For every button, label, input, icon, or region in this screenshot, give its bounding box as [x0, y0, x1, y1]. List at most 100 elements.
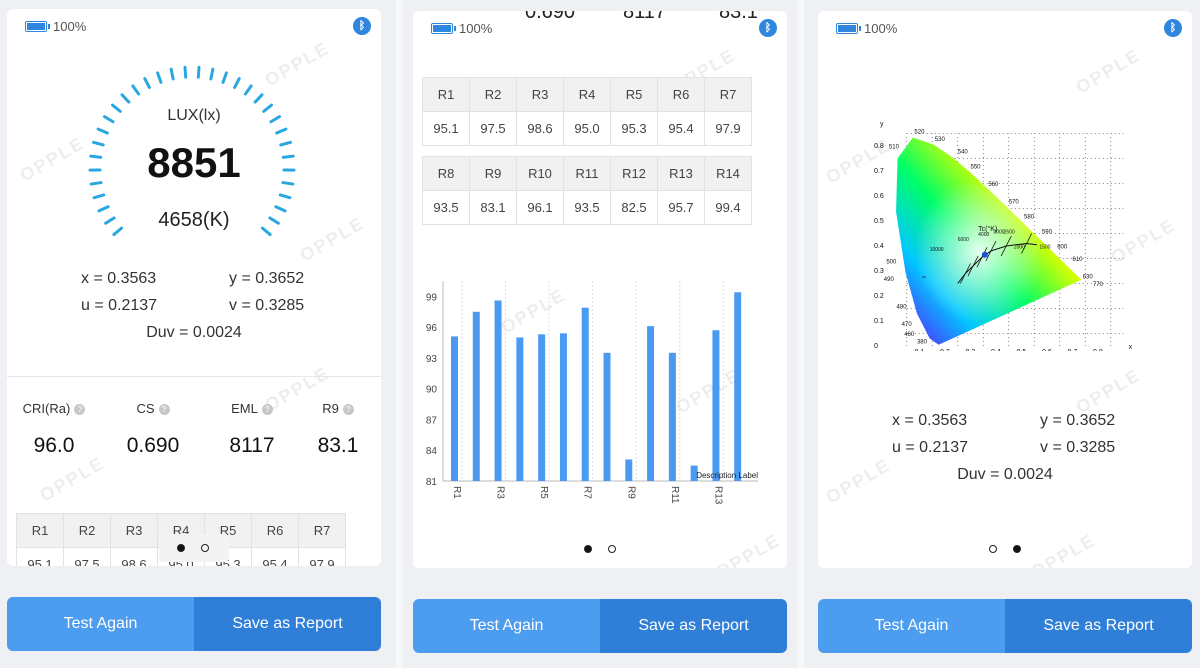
- save-report-button[interactable]: Save as Report: [1005, 599, 1192, 653]
- isotherm-line: [985, 240, 997, 262]
- panel-r-values: 0.690 8117 83.1 100% ᛒ OPPLE OPPLE OPPLE…: [402, 0, 798, 668]
- r9-partial: 83.1: [719, 11, 758, 23]
- table-value-cell: 98.6: [516, 111, 564, 146]
- metric-label: CS: [136, 401, 155, 416]
- y-tick-label: 0.7: [874, 168, 884, 175]
- gauge-tick: [221, 71, 228, 84]
- pager-background: [159, 534, 229, 562]
- test-again-button[interactable]: Test Again: [7, 597, 194, 651]
- gauge-tick: [110, 103, 122, 113]
- table-value-cell: 97.9: [704, 111, 752, 146]
- table-header-cell: R6: [657, 77, 705, 112]
- status-bar: 100%: [25, 19, 86, 34]
- gauge-tick: [102, 115, 115, 124]
- x-tick-label: 0.4: [991, 349, 1001, 351]
- table-value-cell: 95.1: [16, 547, 64, 566]
- page-dot-active[interactable]: [1013, 545, 1021, 553]
- test-again-button[interactable]: Test Again: [818, 599, 1005, 653]
- page-dot-active[interactable]: [177, 544, 185, 552]
- y-tick-label: 99: [426, 292, 438, 303]
- bar: [494, 300, 502, 481]
- table-value-cell: 93.5: [422, 190, 470, 225]
- white-region: [896, 137, 1082, 345]
- gauge-tick: [275, 127, 288, 135]
- bar: [603, 352, 611, 481]
- page-dot-active[interactable]: [584, 545, 592, 553]
- panel-cie: 100% ᛒ OPPLE OPPLE OPPLE OPPLE OPPLE OPP…: [804, 0, 1200, 668]
- page-indicator: [584, 545, 616, 553]
- metric-cri: CRI(Ra)? 96.0: [14, 401, 94, 458]
- table-value-cell: 82.5: [610, 190, 658, 225]
- bar: [647, 326, 655, 481]
- gauge-tick: [278, 193, 292, 200]
- r-values-table-1: R1 R2 R3 R4 R5 R6 R7 95.1 97.5 98.6 95.0 95.3 95.4 97…: [422, 77, 752, 146]
- y-value: y = 0.3652: [229, 270, 305, 287]
- table-value-cell: 95.7: [657, 190, 705, 225]
- wavelength-label: 550: [971, 165, 982, 171]
- isotherm-line: [1000, 235, 1012, 257]
- temperature-label: 4000: [978, 232, 989, 238]
- gauge-tick: [209, 67, 215, 81]
- isotherm-line: [959, 263, 971, 284]
- table-header-row: R8 R9 R10 R11 R12 R13 R14: [422, 156, 752, 191]
- help-icon[interactable]: ?: [158, 404, 170, 416]
- wavelength-label: 590: [1042, 230, 1053, 236]
- r-values-table-2: R8 R9 R10 R11 R12 R13 R14 93.5 83.1 96.1 93.5 82.5 9…: [422, 156, 752, 225]
- metric-value: 96.0: [33, 434, 75, 457]
- r-values-table: R1R2R3R4R5R6R795.197.598.695.095.395.497…: [16, 513, 346, 566]
- bluetooth-icon[interactable]: ᛒ: [353, 17, 371, 35]
- duv-value: Duv = 0.0024: [957, 466, 1053, 483]
- page-dot[interactable]: [201, 544, 209, 552]
- battery-level: 100%: [459, 21, 493, 36]
- table-header-cell: R9: [469, 156, 517, 191]
- v-value: v = 0.3285: [1040, 439, 1116, 456]
- v-value: v = 0.3285: [229, 297, 305, 314]
- battery-level: 100%: [864, 21, 898, 36]
- y-tick-label: 0.6: [874, 193, 884, 200]
- table-header-cell: R1: [16, 513, 64, 548]
- bluetooth-icon[interactable]: ᛒ: [1164, 19, 1182, 37]
- x-tick-label: 0.8: [1093, 349, 1103, 351]
- y-tick-label: 0.2: [874, 293, 884, 300]
- x-value: x = 0.3563: [892, 412, 968, 429]
- page-dot[interactable]: [608, 545, 616, 553]
- gauge-tick: [97, 205, 110, 213]
- table-value-cell: 93.5: [563, 190, 611, 225]
- page-dot[interactable]: [989, 545, 997, 553]
- table-value-cell: 83.1: [469, 190, 517, 225]
- table-header-cell: R8: [422, 156, 470, 191]
- temperature-label: 2000: [1014, 245, 1025, 251]
- test-again-button[interactable]: Test Again: [413, 599, 600, 653]
- battery-icon: [25, 21, 50, 32]
- metric-value: 0.690: [126, 434, 180, 457]
- table-header-cell: R3: [110, 513, 158, 548]
- u-value: u = 0.2137: [81, 297, 158, 314]
- lux-value: 8851: [147, 139, 241, 186]
- result-card: 100% ᛒ OPPLE OPPLE OPPLE OPPLE OPPLE OPP…: [818, 11, 1192, 568]
- wavelength-label: 470: [902, 322, 913, 328]
- wavelength-label: 580: [1024, 215, 1035, 221]
- gauge-tick: [262, 103, 274, 113]
- isotherm-line: [967, 255, 979, 277]
- wavelength-label: 560: [988, 182, 999, 188]
- gauge-tick: [233, 77, 241, 89]
- action-bar: Test Again Save as Report: [413, 599, 787, 653]
- duv-value: Duv = 0.0024: [146, 324, 242, 341]
- metric-value: 8117: [229, 434, 275, 457]
- wavelength-label: 500: [886, 260, 897, 266]
- status-bar: 100%: [431, 21, 501, 36]
- tc-label: Tc(°K): [978, 225, 997, 233]
- save-report-button[interactable]: Save as Report: [600, 599, 787, 653]
- bluetooth-icon[interactable]: ᛒ: [759, 19, 777, 37]
- help-icon[interactable]: ?: [261, 404, 273, 416]
- temperature-label: 10000: [930, 247, 944, 253]
- table-value-cell: 99.4: [704, 190, 752, 225]
- y-tick-label: 87: [426, 415, 438, 426]
- help-icon[interactable]: ?: [74, 404, 86, 416]
- save-report-button[interactable]: Save as Report: [194, 597, 381, 651]
- help-icon[interactable]: ?: [342, 404, 354, 416]
- status-bar: 100%: [836, 21, 897, 36]
- cs-partial: 0.690: [525, 11, 576, 23]
- gauge-tick: [196, 65, 201, 79]
- watermark: OPPLE: [36, 452, 109, 506]
